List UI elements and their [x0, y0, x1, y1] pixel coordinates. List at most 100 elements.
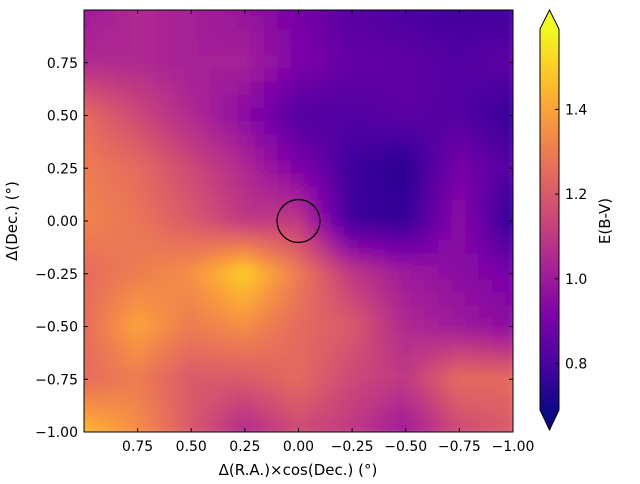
heatmap-cell — [398, 107, 414, 124]
heatmap-cell — [250, 121, 266, 137]
heatmap-cell — [156, 318, 173, 335]
heatmap-cell — [371, 266, 387, 282]
heatmap-cell — [89, 226, 106, 242]
heatmap-cell — [263, 94, 280, 110]
heatmap-cell — [250, 252, 266, 269]
heatmap-cell — [129, 187, 146, 203]
heatmap-cell — [398, 398, 414, 414]
heatmap-cell — [357, 213, 374, 229]
heatmap-cell — [451, 200, 468, 216]
heatmap-cell — [183, 121, 199, 137]
heatmap-cell — [411, 0, 426, 4]
heatmap-cell — [156, 279, 173, 295]
heatmap-cell — [384, 94, 401, 110]
colorbar-tick-label: 1.0 — [565, 272, 587, 288]
heatmap-cell — [438, 239, 454, 255]
heatmap-cell — [84, 292, 92, 308]
heatmap-cell — [156, 160, 173, 176]
heatmap-cell — [304, 226, 320, 242]
heatmap-cell — [438, 10, 454, 18]
x-tick-label: −0.75 — [438, 439, 481, 455]
heatmap-cell — [89, 68, 106, 84]
heatmap-cell — [103, 41, 119, 58]
heatmap-cell — [210, 358, 226, 374]
heatmap-cell — [129, 55, 146, 71]
heatmap-cell — [250, 266, 266, 282]
heatmap-cell — [263, 239, 280, 255]
heatmap-cell — [357, 147, 374, 163]
heatmap-cell — [331, 121, 347, 137]
heatmap-cell — [129, 345, 146, 361]
heatmap-cell — [143, 398, 159, 414]
heatmap-cell — [371, 81, 387, 97]
heatmap-cell — [317, 107, 334, 124]
heatmap-cell — [478, 252, 494, 269]
heatmap-cell — [263, 318, 280, 335]
heatmap-cell — [438, 332, 454, 348]
heatmap-cell — [170, 358, 186, 374]
heatmap-cell — [357, 305, 374, 321]
heatmap-cell — [183, 371, 199, 387]
heatmap-cell — [103, 318, 119, 335]
heatmap-cell — [89, 332, 106, 348]
heatmap-cell — [424, 10, 441, 18]
heatmap-cell — [478, 292, 494, 308]
heatmap-cell — [451, 358, 468, 374]
heatmap-cell — [263, 68, 280, 84]
heatmap-cell — [438, 411, 454, 427]
heatmap-cell — [183, 187, 199, 203]
heatmap-cell — [277, 94, 293, 110]
heatmap-cell — [84, 332, 92, 348]
heatmap-cell — [277, 200, 293, 216]
heatmap-cell — [263, 28, 280, 44]
heatmap-cell — [263, 121, 280, 137]
heatmap-cell — [478, 28, 494, 44]
heatmap-cell — [263, 134, 280, 150]
heatmap-cell — [438, 68, 454, 84]
heatmap-cell — [263, 15, 280, 31]
heatmap-cell — [84, 345, 92, 361]
heatmap-cell — [223, 266, 240, 282]
x-tick-label: −1.00 — [492, 439, 535, 455]
heatmap-cell — [143, 107, 159, 124]
heatmap-cell — [116, 345, 132, 361]
heatmap-cell — [398, 134, 414, 150]
heatmap-cell — [465, 55, 481, 71]
heatmap-cell — [451, 318, 468, 335]
heatmap-cell — [357, 55, 374, 71]
heatmap-cell — [156, 239, 173, 255]
heatmap-cell — [263, 81, 280, 97]
heatmap-cell — [84, 121, 92, 137]
heatmap-cell — [331, 81, 347, 97]
heatmap-cell — [505, 94, 513, 110]
heatmap-cell — [491, 226, 508, 242]
heatmap-cell — [424, 371, 441, 387]
heatmap-cell — [304, 28, 320, 44]
heatmap-cell — [505, 305, 513, 321]
heatmap-cell — [210, 226, 226, 242]
heatmap-cell — [196, 279, 213, 295]
heatmap-cell — [331, 252, 347, 269]
heatmap-cell — [331, 134, 347, 150]
heatmap-cell — [210, 41, 226, 58]
heatmap-cell — [304, 68, 320, 84]
heatmap-cell — [223, 226, 240, 242]
heatmap-cell — [84, 398, 92, 414]
heatmap-cell — [277, 279, 293, 295]
heatmap-cell — [277, 55, 293, 71]
heatmap-cell — [411, 94, 427, 110]
heatmap-cell — [371, 318, 387, 335]
heatmap-cell — [263, 41, 280, 58]
heatmap-cell — [196, 226, 213, 242]
heatmap-cell — [237, 147, 253, 163]
heatmap-cell — [89, 134, 106, 150]
heatmap-cell — [478, 173, 494, 190]
heatmap-cell — [465, 160, 481, 176]
heatmap-cell — [371, 252, 387, 269]
heatmap-cell — [505, 411, 513, 427]
heatmap-cell — [277, 28, 293, 44]
heatmap-cell — [170, 305, 186, 321]
heatmap-cell — [344, 226, 360, 242]
heatmap-cell — [411, 279, 427, 295]
heatmap-cell — [331, 41, 347, 58]
